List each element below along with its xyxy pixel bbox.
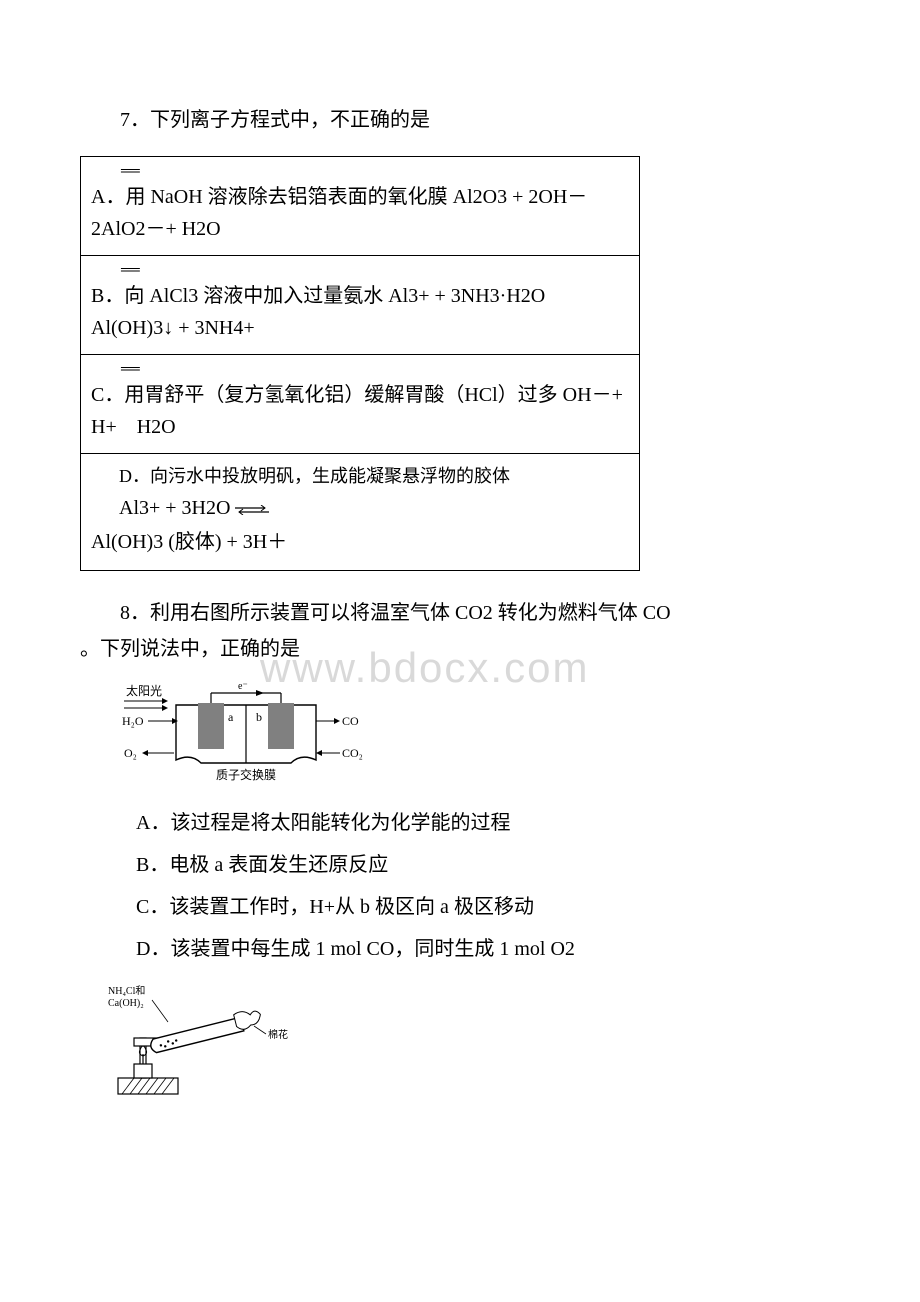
q7-options-table: ══ A．用 NaOH 溶液除去铝箔表面的氧化膜 Al2O3 + 2OH－ 2A… bbox=[80, 156, 640, 571]
q8-option-d: D．该装置中每生成 1 mol CO，同时生成 1 mol O2 bbox=[136, 928, 840, 970]
electrode-b-label: b bbox=[256, 710, 262, 724]
q8-option-a: A．该过程是将太阳能转化为化学能的过程 bbox=[136, 802, 840, 844]
o2-label: O₂ bbox=[124, 746, 137, 760]
eq-symbol: ══ bbox=[91, 163, 629, 181]
q8-options: A．该过程是将太阳能转化为化学能的过程 B．电极 a 表面发生还原反应 C．该装… bbox=[80, 802, 840, 970]
eq-left: Al3+ + 3H2O bbox=[119, 497, 235, 519]
q8-option-c: C．该装置工作时，H+从 b 极区向 a 极区移动 bbox=[136, 886, 840, 928]
option-equation-result: Al(OH)3 (胶体) + 3H＋ bbox=[91, 524, 629, 560]
reagent-label: Ca(OH)₂ bbox=[108, 998, 144, 1009]
h2o-label: H₂O bbox=[122, 714, 144, 728]
gas-collection-apparatus-icon: NH₄Cl和 Ca(OH)₂ 棉花 bbox=[104, 982, 304, 1102]
q8-option-b: B．电极 a 表面发生还原反应 bbox=[136, 844, 840, 886]
membrane-label: 质子交换膜 bbox=[216, 767, 276, 782]
option-text: B．向 AlCl3 溶液中加入过量氨水 Al3+ + 3NH3·H2O Al(O… bbox=[91, 280, 629, 344]
equilibrium-arrow-icon bbox=[235, 505, 269, 515]
q8-intro-text: 正确的是 bbox=[220, 638, 300, 660]
q7-option-c: ══ C．用胃舒平（复方氢氧化铝）缓解胃酸（HCl）过多 OH－+ H+ H2O bbox=[81, 355, 639, 454]
electron-label: e⁻ bbox=[238, 681, 248, 692]
co-label: CO bbox=[342, 714, 359, 728]
option-text: C．用胃舒平（复方氢氧化铝）缓解胃酸（HCl）过多 OH－+ H+ H2O bbox=[91, 379, 629, 443]
reagent-label: NH₄Cl和 bbox=[108, 985, 145, 997]
q9-diagram: NH₄Cl和 Ca(OH)₂ 棉花 bbox=[104, 982, 840, 1107]
q7-option-b: ══ B．向 AlCl3 溶液中加入过量氨水 Al3+ + 3NH3·H2O A… bbox=[81, 256, 639, 355]
q8-intro-text: 8．利用右图所示装置可以将温室气体 CO2 转化为燃料气体 CO bbox=[120, 602, 671, 624]
option-text: A．用 NaOH 溶液除去铝箔表面的氧化膜 Al2O3 + 2OH－ 2AlO2… bbox=[91, 181, 629, 245]
q7-option-a: ══ A．用 NaOH 溶液除去铝箔表面的氧化膜 Al2O3 + 2OH－ 2A… bbox=[81, 157, 639, 256]
co2-label: CO₂ bbox=[342, 746, 363, 760]
sunlight-label: 太阳光 bbox=[126, 683, 162, 698]
eq-symbol: ══ bbox=[91, 262, 629, 280]
q7-option-d: D．向污水中投放明矾，生成能凝聚悬浮物的胶体 Al3+ + 3H2O Al(OH… bbox=[81, 454, 639, 570]
option-text: D．向污水中投放明矾，生成能凝聚悬浮物的胶体 bbox=[91, 460, 629, 492]
eq-symbol: ══ bbox=[91, 361, 629, 379]
cotton-label: 棉花 bbox=[268, 1028, 288, 1041]
option-equation: Al3+ + 3H2O bbox=[91, 492, 629, 524]
watermark-text: www.bdocx.com bbox=[260, 630, 589, 706]
q7-intro: 7．下列离子方程式中，不正确的是 bbox=[80, 100, 840, 140]
electrode-a-label: a bbox=[228, 710, 234, 724]
q8-intro-text: 。下列说法中， bbox=[80, 638, 220, 660]
q8-intro: 8．利用右图所示装置可以将温室气体 CO2 转化为燃料气体 CO www.bdo… bbox=[80, 595, 840, 667]
